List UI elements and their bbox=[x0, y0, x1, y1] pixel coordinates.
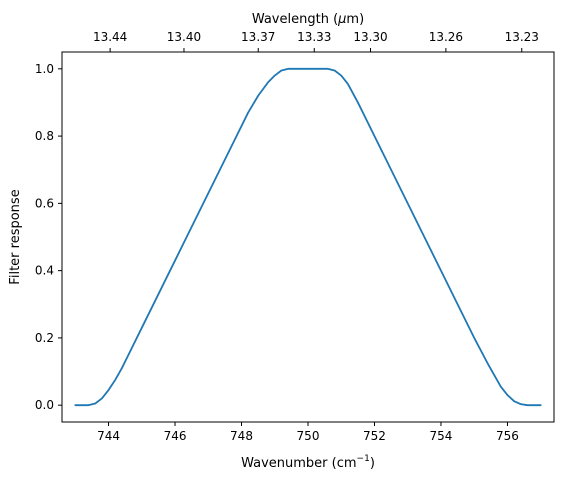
x-tick-label: 754 bbox=[430, 429, 453, 443]
plot-frame bbox=[61, 51, 555, 423]
top-tick-label: 13.30 bbox=[353, 30, 387, 44]
y-tick-label: 0.8 bbox=[35, 129, 54, 143]
plot-area bbox=[62, 52, 554, 422]
top-axis-label: Wavelength (μm) bbox=[252, 12, 364, 27]
top-tick-label: 13.23 bbox=[505, 30, 539, 44]
y-tick-label: 1.0 bbox=[35, 62, 54, 76]
filter-response-line bbox=[74, 67, 542, 407]
top-tick-label: 13.26 bbox=[429, 30, 463, 44]
top-tick-label: 13.40 bbox=[167, 30, 201, 44]
tick-labels: 744 746 748 750 752 754 756 13.44 13.40 13.37 13.3… bbox=[35, 30, 539, 443]
x-tick-label: 752 bbox=[363, 429, 386, 443]
top-tick-label: 13.37 bbox=[241, 30, 275, 44]
y-tick-label: 0.0 bbox=[35, 398, 54, 412]
x-axis-label: Wavenumber (cm−1) bbox=[241, 454, 375, 471]
y-tick-label: 0.2 bbox=[35, 331, 54, 345]
y-tick-label: 0.6 bbox=[35, 196, 54, 210]
x-tick-label: 756 bbox=[496, 429, 519, 443]
x-tick-label: 744 bbox=[97, 429, 120, 443]
tick-marks bbox=[58, 48, 523, 426]
top-tick-label: 13.33 bbox=[297, 30, 331, 44]
x-tick-label: 748 bbox=[230, 429, 253, 443]
y-tick-label: 0.4 bbox=[35, 264, 54, 278]
series-layer bbox=[74, 67, 542, 407]
y-axis-label: Filter response bbox=[8, 189, 23, 284]
x-tick-label: 746 bbox=[164, 429, 187, 443]
top-tick-label: 13.44 bbox=[93, 30, 127, 44]
x-tick-label: 750 bbox=[297, 429, 320, 443]
